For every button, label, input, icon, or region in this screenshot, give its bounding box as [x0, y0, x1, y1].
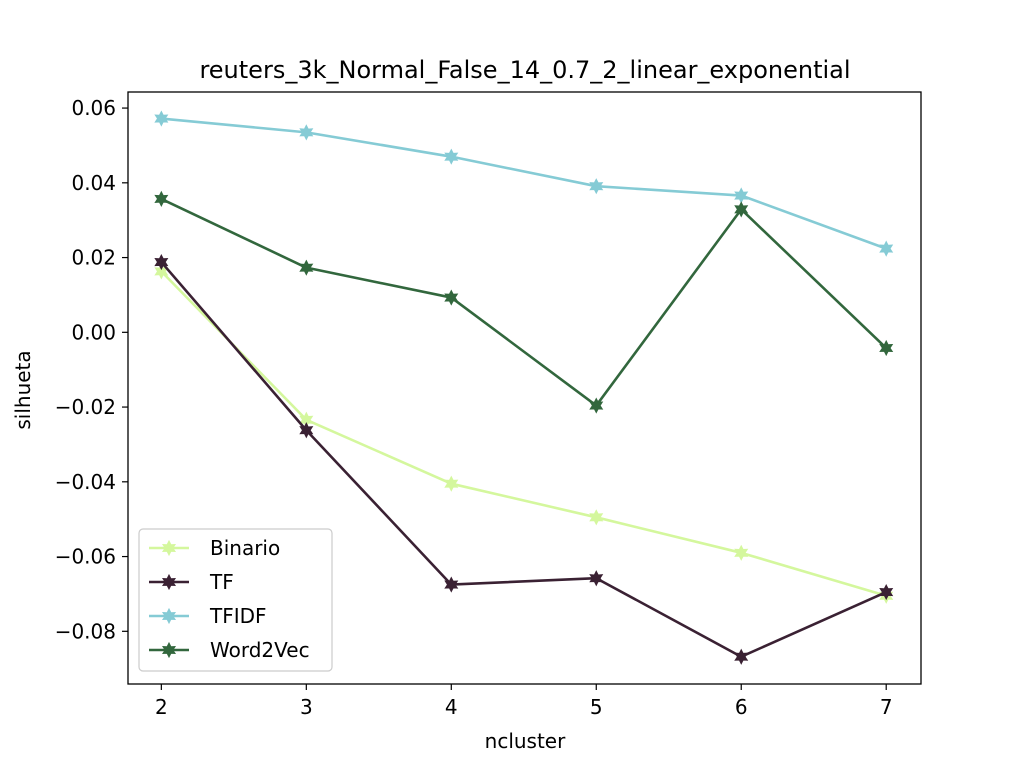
x-tick-label: 7	[880, 695, 893, 719]
legend-label-word2vec: Word2Vec	[210, 638, 310, 662]
series-line-tf	[160, 261, 887, 659]
data-point-word2vec	[879, 339, 894, 357]
y-tick-label: 0.04	[71, 171, 116, 195]
data-point-word2vec	[299, 259, 314, 276]
data-point-word2vec	[589, 397, 604, 414]
data-point-tf	[444, 576, 459, 593]
data-point-tfidf	[299, 124, 314, 141]
y-axis: 0.06 0.04 0.02 0.00 −0.02 −0.04 −0.06 −0.08	[55, 96, 128, 643]
legend-item-word2vec: Word2Vec	[149, 638, 310, 662]
legend-marker-word2vec	[161, 641, 177, 659]
data-point-word2vec	[734, 201, 749, 218]
data-point-word2vec	[444, 289, 459, 306]
legend-item-tfidf: TFIDF	[149, 604, 267, 628]
y-axis-label: silhueta	[11, 350, 35, 429]
legend-item-tf: TF	[149, 570, 234, 594]
legend-marker-tf	[161, 573, 177, 591]
y-tick-label: 0.00	[71, 320, 116, 344]
legend: Binario TF TFIDF Word2Vec	[138, 528, 333, 672]
data-point-tf	[299, 422, 314, 439]
series-line-word2vec	[160, 197, 888, 407]
y-tick-label: −0.04	[55, 470, 116, 494]
data-point-binario	[444, 475, 459, 492]
x-axis-label: ncluster	[485, 729, 566, 753]
data-point-word2vec	[154, 190, 169, 207]
series-line-tfidf	[161, 117, 887, 250]
series-binario	[154, 263, 894, 604]
x-axis: 2 3 4 5 6 7	[155, 684, 893, 719]
plot-frame	[127, 91, 922, 685]
x-tick-label: 6	[735, 695, 748, 719]
chart-title: reuters_3k_Normal_False_14_0.7_2_linear_…	[199, 56, 850, 84]
x-tick-label: 5	[590, 695, 603, 719]
legend-label-tf: TF	[209, 570, 234, 594]
data-point-tf	[589, 570, 604, 587]
data-point-tfidf	[444, 148, 459, 165]
data-point-tfidf	[879, 240, 894, 257]
data-point-binario	[734, 544, 749, 561]
series-tfidf	[154, 110, 894, 257]
x-tick-label: 4	[445, 695, 458, 719]
series-layer	[154, 110, 894, 665]
legend-label-tfidf: TFIDF	[209, 604, 267, 628]
data-point-tf	[154, 253, 169, 271]
series-word2vec	[154, 190, 894, 414]
legend-item-binario: Binario	[149, 536, 280, 560]
data-point-tfidf	[589, 178, 604, 195]
legend-box	[138, 528, 333, 672]
x-tick-label: 3	[300, 695, 313, 719]
data-point-tf	[879, 583, 894, 601]
series-tf	[154, 253, 894, 665]
legend-label-binario: Binario	[210, 536, 280, 560]
data-point-binario	[589, 509, 604, 526]
legend-marker-tfidf	[161, 607, 177, 625]
data-point-tf	[734, 648, 749, 665]
y-tick-label: −0.02	[55, 395, 116, 419]
y-tick-label: −0.06	[55, 545, 116, 569]
y-tick-label: −0.08	[55, 619, 116, 643]
legend-marker-binario	[161, 539, 177, 557]
y-tick-label: 0.02	[71, 246, 116, 270]
x-tick-label: 2	[155, 695, 168, 719]
series-line-binario	[160, 270, 887, 598]
data-point-tfidf	[154, 110, 169, 127]
y-tick-label: 0.06	[71, 96, 116, 120]
